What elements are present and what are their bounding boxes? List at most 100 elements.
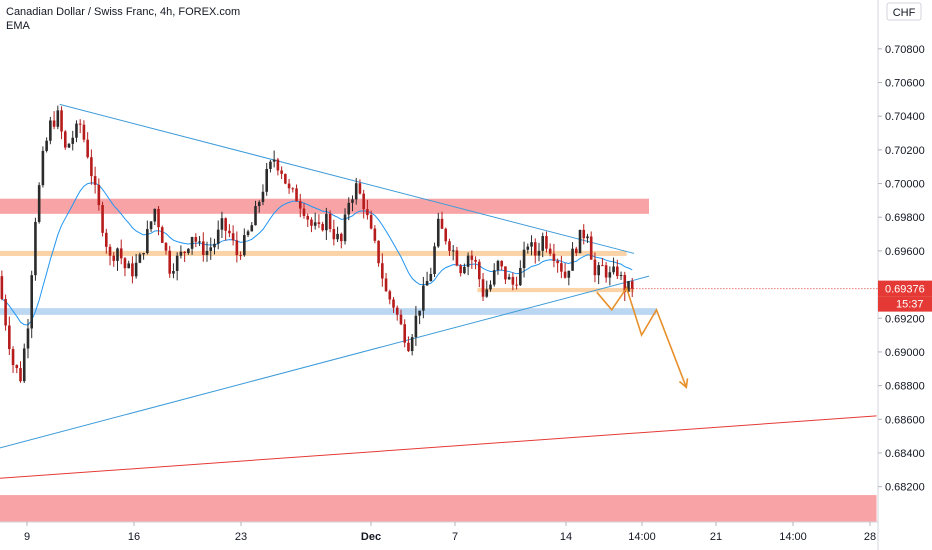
candle: [194, 233, 198, 248]
candle: [362, 189, 365, 219]
candle-body: [131, 263, 134, 277]
candle-body: [425, 280, 429, 286]
candle-body: [436, 218, 440, 247]
candle: [448, 238, 451, 256]
price-tick-label: 0.70000: [885, 179, 925, 191]
candle-body: [601, 265, 604, 267]
candle-body: [291, 188, 295, 190]
candle: [354, 177, 358, 205]
candle: [19, 361, 22, 383]
candle: [481, 272, 485, 302]
trendlines-layer: [0, 103, 877, 479]
candle-body: [578, 229, 582, 254]
candle-body: [0, 276, 4, 300]
candle: [123, 257, 127, 277]
countdown-box: [878, 296, 932, 312]
candle-body: [146, 229, 149, 254]
candle-body: [116, 248, 119, 261]
currency-badge[interactable]: CHF: [886, 2, 922, 21]
candle: [198, 236, 201, 246]
candle: [30, 270, 34, 339]
plot-area[interactable]: [0, 0, 878, 522]
candle-body: [451, 250, 455, 252]
candle: [313, 212, 317, 230]
candle: [623, 271, 627, 302]
candle: [269, 159, 272, 173]
candle: [90, 149, 93, 185]
candle: [604, 261, 608, 283]
candle-body: [187, 248, 190, 254]
candle-body: [30, 275, 34, 329]
current-price-marker: 0.69376 15:37: [630, 280, 932, 312]
candle-body: [541, 236, 545, 251]
time-axis[interactable]: 9 16 23 Dec 7 14 14:00 21 14:00 28: [24, 522, 876, 543]
candle-body: [366, 209, 369, 216]
candle: [496, 259, 500, 275]
candle-body: [280, 170, 283, 174]
candle: [489, 280, 492, 292]
candle: [616, 259, 619, 280]
candle: [164, 242, 168, 255]
candle-body: [37, 185, 41, 222]
candle: [26, 318, 30, 359]
candle-body: [4, 299, 7, 326]
candle: [97, 178, 101, 211]
candle: [108, 244, 112, 266]
candle-body: [403, 324, 407, 343]
candle: [34, 217, 37, 281]
time-tick-label: 14:00: [779, 531, 807, 543]
price-tick-label: 0.70400: [885, 111, 925, 123]
candle-body: [306, 215, 310, 220]
candle-body: [433, 246, 436, 274]
candle: [548, 243, 552, 257]
candle: [407, 336, 410, 353]
candle: [71, 130, 75, 151]
price-tick-label: 0.69200: [885, 313, 925, 325]
candle-body: [97, 184, 101, 206]
candle-body: [586, 236, 589, 239]
candle-body: [216, 229, 220, 244]
candle-body: [108, 246, 112, 256]
candle: [321, 221, 324, 232]
candle: [560, 255, 563, 279]
candle: [37, 182, 41, 224]
candle: [373, 225, 377, 244]
candle: [160, 225, 164, 243]
candle: [567, 270, 571, 286]
candle-body: [522, 249, 526, 269]
candle-body: [444, 228, 448, 242]
candle: [492, 263, 496, 287]
projection-path: [596, 286, 688, 388]
candle-body: [190, 237, 194, 249]
candle: [224, 217, 227, 241]
candle-body: [142, 253, 145, 255]
candle-body: [515, 284, 518, 286]
candle: [466, 252, 470, 276]
candle-body: [75, 123, 78, 138]
candle: [63, 130, 67, 150]
candle: [358, 179, 362, 195]
projection-arrowhead: [678, 378, 689, 389]
time-tick-label: 9: [24, 531, 30, 543]
candle-body: [56, 110, 60, 127]
candle: [246, 229, 250, 238]
candle-body: [82, 124, 86, 140]
price-axis[interactable]: 0.70800 0.70600 0.70400 0.70200 0.70000 0.698…: [878, 44, 925, 494]
candle: [530, 235, 533, 256]
candle: [418, 310, 421, 325]
candle: [41, 146, 45, 188]
candle-body: [243, 235, 246, 256]
candle: [291, 187, 295, 193]
candle: [86, 132, 89, 159]
candle-body: [60, 110, 63, 132]
candle-body: [138, 254, 142, 263]
candle: [306, 213, 310, 227]
candle: [388, 289, 392, 305]
candle: [433, 242, 436, 278]
candle-body: [310, 219, 313, 226]
candle: [474, 256, 477, 270]
candle: [93, 166, 97, 194]
candle: [425, 271, 429, 286]
candle-body: [67, 143, 71, 148]
